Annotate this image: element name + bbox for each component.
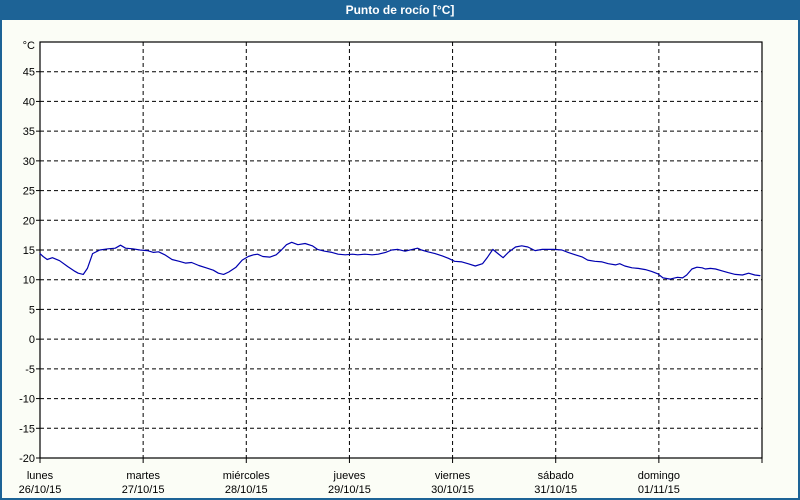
y-tick-label: -15 [19,423,35,435]
y-tick-label: 40 [23,96,35,108]
y-tick-label: 15 [23,245,35,257]
x-day-label: viernes [435,470,471,482]
y-tick-label: -20 [19,453,35,465]
y-tick-label: -5 [25,364,35,376]
y-axis-unit-label: °C [23,40,35,52]
x-date-label: 29/10/15 [328,484,371,496]
x-date-label: 01/11/15 [638,484,680,496]
y-tick-label: 5 [29,304,35,316]
x-date-label: 26/10/15 [19,484,62,496]
x-day-label: lunes [27,470,54,482]
y-tick-label: 20 [23,215,35,227]
x-day-label: miércoles [223,470,271,482]
y-tick-label: -10 [19,394,35,406]
x-date-label: 30/10/15 [431,484,474,496]
x-day-label: martes [126,470,160,482]
x-date-label: 31/10/15 [534,484,577,496]
x-date-label: 27/10/15 [122,484,165,496]
y-tick-label: 30 [23,156,35,168]
window-titlebar: Punto de rocío [°C] [0,0,800,20]
y-tick-label: 0 [29,334,35,346]
x-day-label: sábado [538,470,574,482]
x-date-label: 28/10/15 [225,484,268,496]
y-tick-label: 45 [23,67,35,79]
y-tick-label: 35 [23,126,35,138]
x-day-label: domingo [638,470,680,482]
x-day-label: jueves [333,470,366,482]
dewpoint-line [39,241,761,280]
y-tick-label: 25 [23,186,35,198]
y-tick-label: 10 [23,275,35,287]
chart-title: Punto de rocío [°C] [345,3,455,17]
